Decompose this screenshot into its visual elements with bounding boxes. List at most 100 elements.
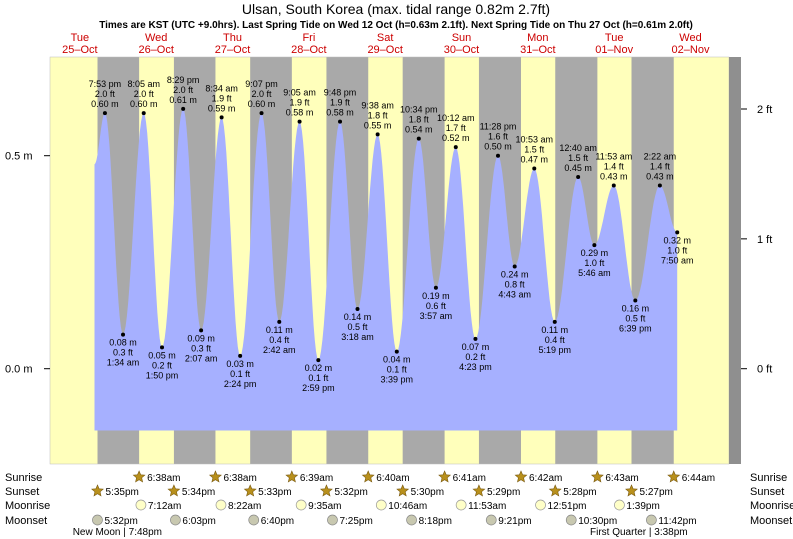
- moonrise-icon: [215, 499, 227, 511]
- tide-dot: [181, 106, 186, 111]
- chart-title: Ulsan, South Korea (max. tidal range 0.8…: [242, 1, 550, 17]
- day-date: 29–Oct: [367, 44, 402, 56]
- day-weekday: Sat: [377, 32, 394, 44]
- tide-label-m: 0.61 m: [169, 95, 197, 105]
- tide-point-high: 10:12 am1.7 ft0.52 m: [437, 113, 475, 150]
- row-label-left: Moonset: [5, 515, 47, 527]
- tide-dot: [592, 243, 597, 248]
- tide-label-m: 0.16 m: [622, 304, 650, 314]
- sunset-icon: [243, 484, 257, 497]
- tide-label-time: 2:07 am: [185, 353, 218, 363]
- tide-dot: [512, 264, 517, 269]
- tide-point-high: 10:34 pm1.8 ft0.54 m: [400, 105, 438, 141]
- moonset-icon: [92, 514, 103, 526]
- tide-label-m: 0.60 m: [91, 99, 119, 109]
- tide-label-m: 0.24 m: [501, 269, 529, 279]
- moonrise-icon: [375, 499, 387, 511]
- tide-label-ft: 0.5 ft: [348, 322, 369, 332]
- sunset-time: 5:30pm: [411, 487, 444, 498]
- tide-label-time: 9:05 am: [283, 88, 316, 98]
- tide-label-m: 0.54 m: [405, 125, 433, 135]
- sunset-icon: [319, 484, 333, 497]
- sunset-icon: [625, 484, 638, 497]
- tide-point-high: 9:38 am1.8 ft0.55 m: [361, 100, 394, 137]
- tide-label-m: 0.59 m: [208, 103, 236, 113]
- day-date: 25–Oct: [62, 44, 97, 56]
- tide-point-low: 0.11 m0.4 ft5:19 pm: [538, 319, 571, 355]
- tide-point-high: 10:53 am1.5 ft0.47 m: [516, 134, 553, 171]
- row-label-right: Moonset: [750, 515, 792, 527]
- tide-label-m: 0.52 m: [442, 133, 470, 143]
- tide-point-high: 9:07 pm2.0 ft0.60 m: [245, 79, 278, 116]
- day-weekday: Wed: [145, 32, 167, 44]
- tide-point-high: 12:40 am1.5 ft0.45 m: [559, 143, 597, 179]
- moonset-icon: [646, 514, 657, 526]
- tide-label-m: 0.02 m: [305, 363, 333, 373]
- tide-label-m: 0.43 m: [646, 172, 674, 182]
- day-date: 31–Oct: [520, 44, 555, 56]
- moonrise-icon: [135, 499, 147, 511]
- tide-dot: [675, 230, 680, 235]
- row-label-right: Sunrise: [750, 472, 787, 484]
- tide-label-time: 2:24 pm: [224, 379, 257, 389]
- tide-label-time: 1:50 pm: [146, 370, 179, 380]
- sunrise-time: 6:39am: [300, 473, 333, 484]
- tide-label-ft: 0.4 ft: [545, 335, 566, 345]
- tide-label-ft: 0.8 ft: [505, 279, 526, 289]
- tide-dot: [338, 119, 343, 124]
- tide-point-low: 0.09 m0.3 ft2:07 am: [185, 328, 218, 363]
- y-tick-label-m: 0.5 m: [5, 151, 33, 163]
- moonset-time: 5:32pm: [104, 516, 137, 527]
- tide-dot: [102, 111, 107, 116]
- day-weekday: Thu: [223, 32, 242, 44]
- tide-dot: [121, 332, 126, 337]
- tide-dot: [657, 183, 662, 188]
- tide-label-time: 10:12 am: [437, 113, 475, 123]
- tide-label-ft: 1.9 ft: [330, 98, 351, 108]
- moonset-icon: [170, 514, 181, 526]
- tide-label-time: 7:53 pm: [89, 79, 122, 89]
- moonset-time: 10:30pm: [578, 516, 617, 527]
- day-weekday: Wed: [679, 32, 701, 44]
- day-date: 27–Oct: [215, 44, 250, 56]
- sunset-time: 5:29pm: [487, 487, 520, 498]
- tide-label-time: 2:22 am: [644, 152, 677, 162]
- tide-label-ft: 1.4 ft: [604, 162, 625, 172]
- moonrise-icon: [455, 499, 467, 511]
- tide-label-time: 7:50 am: [661, 255, 694, 265]
- tide-dot: [473, 336, 478, 341]
- day-headers: Tue25–OctWed26–OctThu27–OctFri28–OctSat2…: [62, 32, 710, 56]
- tide-point-low: 0.08 m0.3 ft1:34 am: [107, 332, 139, 368]
- tide-label-ft: 0.3 ft: [191, 343, 212, 353]
- moonrise-icon: [614, 499, 625, 511]
- tide-label-time: 12:40 am: [559, 143, 597, 153]
- tide-label-m: 0.03 m: [226, 359, 254, 369]
- tide-point-low: 0.29 m1.0 ft5:46 am: [578, 243, 611, 278]
- tide-label-m: 0.11 m: [541, 325, 568, 335]
- chart-subtitle: Times are KST (UTC +9.0hrs). Last Spring…: [99, 20, 693, 31]
- tide-label-ft: 0.1 ft: [387, 365, 408, 375]
- tide-point-low: 0.11 m0.4 ft2:42 am: [263, 319, 296, 355]
- tide-area: [94, 108, 678, 431]
- tide-markers: 7:53 pm2.0 ft0.60 m 0.08 m0.3 ft1:34 am 8:…: [89, 75, 694, 393]
- tide-label-time: 6:39 pm: [619, 324, 652, 334]
- day-weekday: Tue: [605, 32, 624, 44]
- tide-label-time: 8:29 pm: [167, 75, 200, 85]
- tide-label-time: 4:43 am: [498, 289, 531, 299]
- tide-dot: [532, 166, 537, 171]
- tide-label-ft: 0.1 ft: [308, 373, 329, 383]
- sunset-icon: [548, 484, 562, 497]
- tide-dot: [611, 183, 616, 188]
- tide-label-time: 10:34 pm: [400, 105, 438, 115]
- tide-dot: [576, 175, 581, 179]
- tide-dot: [160, 345, 165, 350]
- tide-label-time: 8:05 am: [127, 79, 160, 89]
- sunset-icon: [167, 484, 181, 497]
- tide-point-high: 8:29 pm2.0 ft0.61 m: [167, 75, 200, 111]
- tide-dot: [633, 298, 638, 303]
- moon-phase-first-quarter: First Quarter | 3:38pm: [590, 527, 688, 538]
- tide-label-time: 11:28 pm: [480, 122, 517, 132]
- sunrise-time: 6:41am: [453, 473, 486, 484]
- tide-label-ft: 2.0 ft: [95, 89, 116, 99]
